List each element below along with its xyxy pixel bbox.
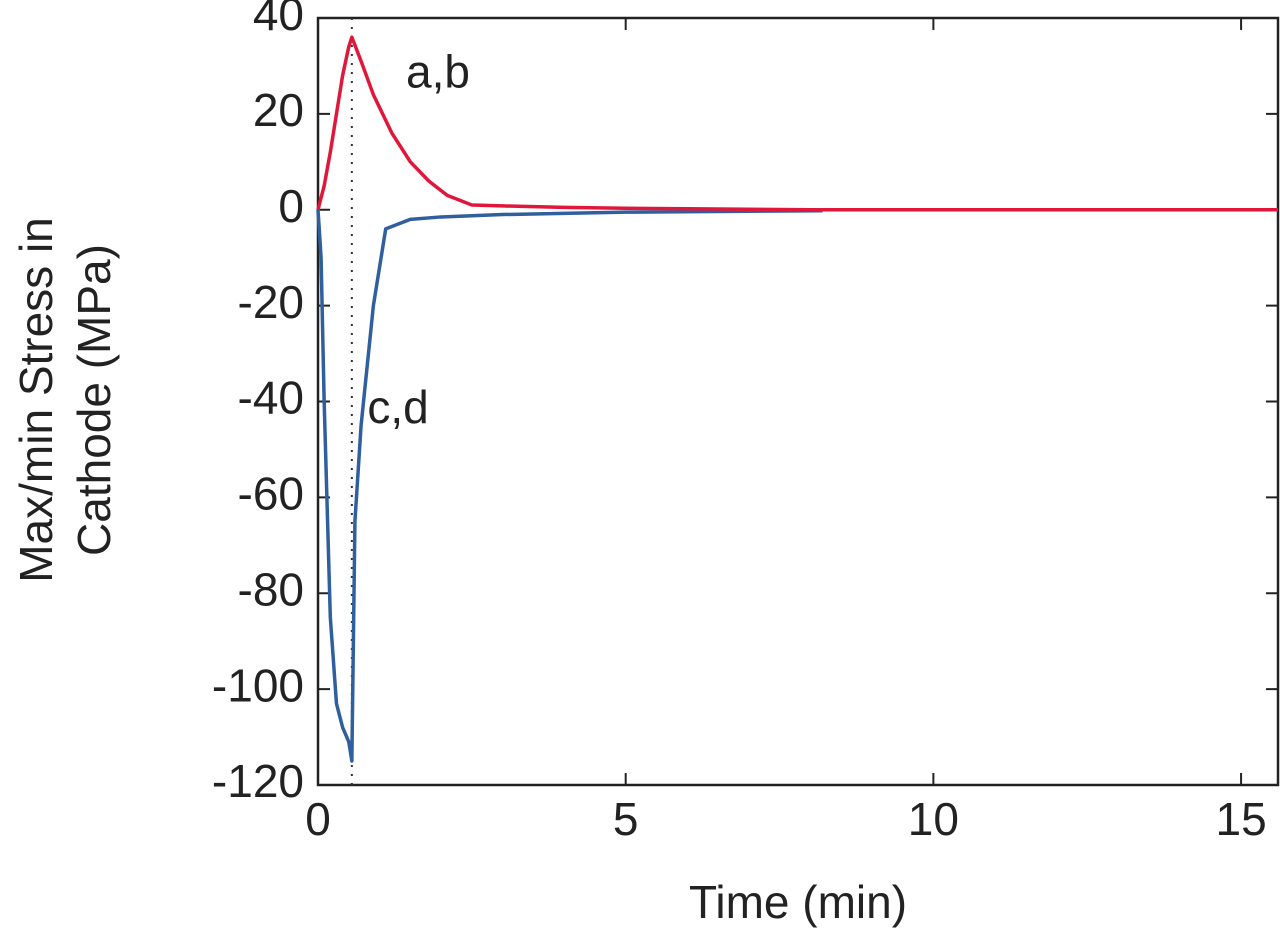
y-tick-label: -120 — [212, 755, 304, 807]
y-tick-label: -100 — [212, 659, 304, 711]
y-axis-label: Max/min Stress in — [10, 217, 62, 583]
line-series — [316, 35, 1278, 212]
plot-frame — [316, 16, 1280, 787]
x-axis-label: Time (min) — [689, 876, 907, 928]
y-tick-label: -60 — [238, 468, 304, 520]
x-tick-label: 15 — [1215, 793, 1266, 845]
y-tick-label: -20 — [238, 276, 304, 328]
x-tick-label: 0 — [305, 793, 331, 845]
y-tick-label: 20 — [253, 84, 304, 136]
y-tick-label: 40 — [253, 0, 304, 40]
x-tick-label: 5 — [613, 793, 639, 845]
line-series — [316, 208, 823, 763]
y-tick-label: 0 — [278, 180, 304, 232]
y-tick-label: -80 — [238, 563, 304, 615]
annotation: c,d — [367, 381, 428, 433]
y-axis-label: Cathode (MPa) — [68, 244, 120, 556]
x-tick-label: 10 — [908, 793, 959, 845]
y-tick-label: -40 — [238, 372, 304, 424]
annotation: a,b — [406, 46, 470, 98]
